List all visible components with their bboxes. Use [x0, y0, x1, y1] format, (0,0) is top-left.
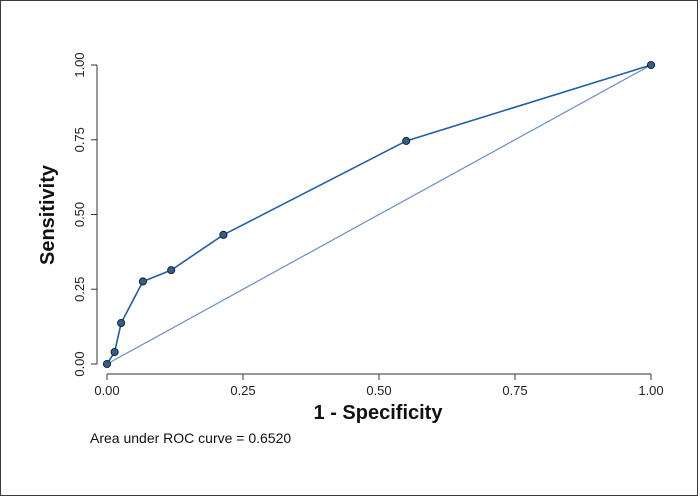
x-tick-label: 1.00	[638, 383, 663, 398]
roc-curve-line	[106, 64, 652, 365]
x-ticks: 0.00 0.25 0.50 0.75 1.00	[94, 374, 664, 398]
x-tick-label: 0.50	[366, 383, 391, 398]
roc-point	[402, 136, 411, 145]
y-axis-title: Sensitivity	[37, 164, 59, 265]
y-tick-label: 0.75	[72, 127, 87, 152]
roc-point	[138, 277, 147, 286]
x-tick-label: 0.25	[230, 383, 255, 398]
x-tick-label: 0.00	[94, 383, 119, 398]
roc-point	[219, 230, 228, 239]
auc-annotation: Area under ROC curve = 0.6520	[90, 430, 291, 446]
y-tick-label: 1.00	[72, 52, 87, 77]
roc-point	[110, 347, 119, 357]
roc-point	[117, 318, 126, 328]
y-tick-label: 0.00	[72, 351, 87, 376]
y-ticks: 0.00 0.25 0.50 0.75 1.00	[72, 52, 97, 377]
roc-point	[167, 266, 176, 275]
x-tick-label: 0.75	[502, 383, 527, 398]
roc-point	[102, 359, 112, 369]
y-tick-label: 0.50	[72, 202, 87, 227]
roc-point	[646, 60, 656, 70]
reference-diagonal-line	[106, 64, 652, 365]
y-tick-label: 0.25	[72, 277, 87, 302]
roc-points	[102, 60, 656, 369]
x-axis-title: 1 - Specificity	[314, 402, 444, 424]
